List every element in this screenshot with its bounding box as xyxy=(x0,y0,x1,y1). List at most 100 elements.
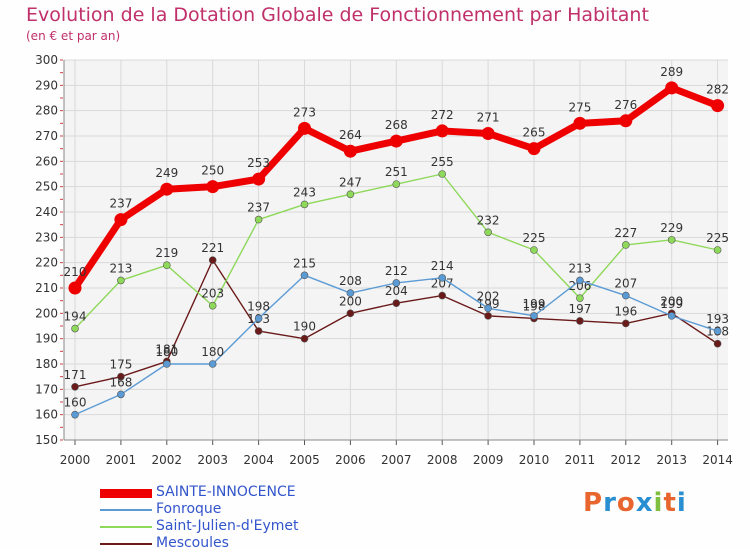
data-label: 213 xyxy=(568,261,591,275)
data-label: 200 xyxy=(339,294,362,308)
data-label: 194 xyxy=(64,310,87,324)
y-tick-label: 230 xyxy=(35,230,58,244)
x-tick-label: 2012 xyxy=(611,453,642,467)
data-point xyxy=(300,271,309,280)
legend-label: Saint-Julien-d'Eymet xyxy=(156,518,299,534)
data-point xyxy=(392,299,401,308)
data-point xyxy=(300,200,309,209)
y-tick-label: 170 xyxy=(35,382,58,396)
data-point xyxy=(208,360,217,368)
data-label: 190 xyxy=(293,320,316,334)
data-point xyxy=(346,190,355,199)
data-point xyxy=(117,390,125,399)
legend-label: Mescoules xyxy=(156,535,229,551)
line-chart: 150 160 170 180 190 200 210 220 230 240 250 260 270 2… xyxy=(35,53,733,467)
x-tick-label: 2002 xyxy=(152,453,183,467)
legend-item: SAINTE-INNOCENCE xyxy=(100,484,360,501)
data-label: 210 xyxy=(64,265,87,279)
data-label: 203 xyxy=(201,287,224,301)
x-tick-label: 2003 xyxy=(197,453,228,467)
legend-swatch xyxy=(100,488,152,498)
data-label: 225 xyxy=(523,231,546,245)
x-tick-label: 2000 xyxy=(60,453,91,467)
data-label: 171 xyxy=(64,368,87,382)
x-tick-label: 2011 xyxy=(565,453,596,467)
data-label: 180 xyxy=(201,345,224,359)
data-point xyxy=(667,236,676,244)
data-point xyxy=(573,116,587,130)
legend-swatch xyxy=(100,509,152,511)
data-point xyxy=(713,339,722,348)
logo-letter: i xyxy=(653,488,664,518)
data-point xyxy=(484,304,492,313)
data-label: 264 xyxy=(339,128,362,142)
data-label: 208 xyxy=(339,274,362,288)
data-label: 250 xyxy=(201,164,224,178)
data-point xyxy=(343,144,357,158)
data-label: 207 xyxy=(431,277,454,291)
data-point xyxy=(438,170,447,178)
data-label: 202 xyxy=(477,289,500,303)
data-label: 213 xyxy=(109,261,132,275)
chart-subtitle: (en € et par an) xyxy=(26,29,121,43)
x-tick-label: 2005 xyxy=(289,453,320,467)
data-point xyxy=(71,410,79,419)
x-tick-label: 2009 xyxy=(473,453,504,467)
data-point xyxy=(438,291,447,300)
data-point xyxy=(713,246,722,254)
data-point xyxy=(254,327,263,335)
data-point xyxy=(713,327,722,335)
data-label: 193 xyxy=(706,312,729,326)
data-label: 199 xyxy=(523,297,546,311)
data-point xyxy=(68,281,82,295)
data-point xyxy=(254,215,263,224)
x-tick-label: 2007 xyxy=(381,453,412,467)
y-tick-label: 150 xyxy=(35,433,58,447)
data-label: 282 xyxy=(706,83,729,97)
data-point xyxy=(392,279,401,287)
data-label: 247 xyxy=(339,175,362,189)
data-point xyxy=(665,81,679,95)
series-0: 210 237 249 250 253 273 264 268 272 271 265 275 276 2… xyxy=(64,65,729,295)
data-label: 180 xyxy=(155,345,178,359)
x-tick-label: 2014 xyxy=(702,453,733,467)
y-tick-label: 190 xyxy=(35,332,58,346)
data-label: 253 xyxy=(247,156,270,170)
x-tick-label: 2008 xyxy=(427,453,458,467)
logo-letter: i xyxy=(676,488,687,518)
y-tick-label: 270 xyxy=(35,129,58,143)
data-point xyxy=(667,312,676,320)
logo-letter: P xyxy=(583,488,604,518)
data-label: 199 xyxy=(660,297,683,311)
data-point xyxy=(117,372,125,381)
legend-item: Mescoules xyxy=(100,535,360,552)
data-point xyxy=(621,319,630,328)
data-point xyxy=(160,182,174,196)
logo-letter: o xyxy=(616,488,636,518)
legend-item: Fonroque xyxy=(100,501,360,518)
data-label: 271 xyxy=(477,110,500,124)
data-point xyxy=(71,382,79,391)
data-label: 268 xyxy=(385,118,408,132)
data-label: 214 xyxy=(431,259,454,273)
data-point xyxy=(254,314,263,323)
data-label: 225 xyxy=(706,231,729,245)
data-label: 212 xyxy=(385,264,408,278)
data-label: 181 xyxy=(155,342,178,356)
chart-legend: SAINTE-INNOCENCE Fonroque Saint-Julien-d'E… xyxy=(100,484,360,552)
legend-label: SAINTE-INNOCENCE xyxy=(156,484,296,500)
data-label: 289 xyxy=(660,65,683,79)
legend-swatch xyxy=(100,526,152,528)
data-label: 207 xyxy=(614,277,637,291)
data-label: 204 xyxy=(385,284,408,298)
data-label: 229 xyxy=(660,221,683,235)
data-label: 255 xyxy=(431,155,454,169)
data-point xyxy=(114,213,128,227)
logo-letter: t xyxy=(663,488,677,518)
y-tick-label: 290 xyxy=(35,78,58,92)
data-point xyxy=(621,241,630,249)
data-point xyxy=(208,256,217,264)
logo-letter: x xyxy=(635,488,654,518)
